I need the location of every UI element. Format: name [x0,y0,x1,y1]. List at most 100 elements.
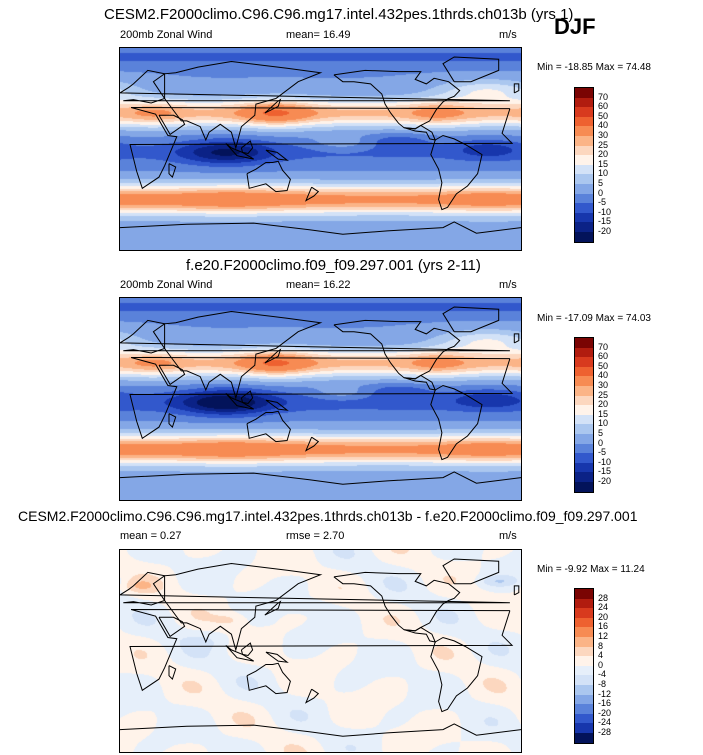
season-label: DJF [554,14,596,39]
panel1-mean-label: mean= 16.49 [286,29,351,41]
colorbar-tick-label: -20 [598,476,612,486]
colorbar-tick-label: 0 [598,437,604,448]
coastline-ng [265,149,289,161]
colorbar-tick-label: -4 [598,669,607,680]
coastline-indonesia [225,143,254,160]
coastline-antarctica [120,471,521,485]
colorbar-swatch [575,135,593,146]
colorbar-swatch [575,443,593,454]
colorbar-tick-label: 50 [598,110,609,121]
coastline-europe [120,319,510,354]
colorbar-tick-label: -28 [598,727,612,737]
colorbar-swatch [575,222,593,232]
colorbar-tick-label: 15 [598,408,609,419]
colorbar-tick-label: 70 [598,341,609,352]
coastline-indonesia [225,645,254,662]
colorbar-tick-label: 25 [598,389,609,400]
coastline-japan [264,600,282,616]
coastline-australia [246,662,291,695]
panel2-units-label: m/s [499,279,517,291]
panel3-contour-map [119,549,522,753]
coastline-camerica [403,124,437,141]
colorbar-swatch [575,646,593,657]
panel3-title: CESM2.F2000climo.C96.C96.mg17.intel.432p… [18,508,638,524]
panel1-title: CESM2.F2000climo.C96.C96.mg17.intel.432p… [104,6,574,23]
coastline-nz [304,186,320,202]
colorbar-tick-label: 24 [598,602,609,613]
colorbar-swatch [575,472,593,482]
coastline-asia [164,310,323,400]
colorbar-swatch [575,231,593,242]
colorbar-swatch [575,636,593,647]
colorbar-tick-label: 5 [598,428,604,438]
colorbar-swatch [575,627,593,637]
colorbar-swatch [575,88,593,98]
colorbar-swatch [575,116,593,127]
coastline-nz [304,688,320,704]
panel1-variable-label: 200mb Zonal Wind [120,29,213,41]
colorbar-swatch [575,732,593,743]
coastline-india_arabia [158,616,186,638]
colorbar-box [574,337,594,493]
colorbar-swatch [575,338,593,348]
coastline-borneo [240,140,254,155]
coastline-asia [164,60,323,150]
colorbar-swatch [575,713,593,724]
panel3-rmse-label: rmse = 2.70 [286,530,345,542]
colorbar-tick-label: 10 [598,168,609,179]
coastline-uk [513,585,520,596]
colorbar-swatch [575,414,593,425]
colorbar-tick-label: -10 [598,206,612,217]
colorbar-swatch [575,405,593,415]
coastline-europe [120,571,510,606]
coastline-greenland [442,56,500,83]
colorbar-swatch [575,462,593,473]
coastline-namerica [333,69,461,130]
coastline-japan [264,348,282,364]
colorbar-tick-label: 4 [598,650,604,661]
coastline-namerica [333,319,461,380]
colorbar-swatch [575,366,593,377]
colorbar-tick-label: -12 [598,688,612,699]
colorbar-swatch [575,155,593,165]
colorbar-tick-label: -24 [598,717,612,728]
colorbar-tick-label: 20 [598,399,609,410]
colorbar-swatch [575,174,593,184]
panel1-minmax-label: Min = -18.85 Max = 74.48 [537,62,651,73]
coastline-borneo [240,390,254,405]
coastline-greenland [442,558,500,585]
coastline-samerica [430,384,483,461]
colorbar-swatch [575,357,593,367]
colorbar-tick-label: -8 [598,679,607,689]
coastline-uk [513,83,520,94]
colorbar-tick-label: 0 [598,187,604,198]
colorbar-swatch [575,684,593,695]
coastline-ng [265,651,289,663]
coastline-europe [120,69,510,104]
coastline-india_arabia [158,364,186,386]
colorbar-tick-label: 16 [598,621,609,632]
colorbar-tick-label: 60 [598,101,609,112]
colorbar-tick-label: 0 [598,659,604,670]
colorbar-tick-label: 40 [598,120,609,131]
coastline-samerica [430,134,483,211]
colorbar-swatch [575,424,593,434]
coastline-australia [246,160,291,193]
panel2-title: f.e20.F2000climo.f09_f09.297.001 (yrs 2-… [186,257,481,274]
coastline-indonesia [225,393,254,410]
coastline-africa [129,357,514,440]
colorbar-tick-label: -20 [598,707,612,718]
colorbar-swatch [575,193,593,204]
panel2-contour-map [119,297,522,501]
coastline-overlay [120,56,521,235]
colorbar-swatch [575,481,593,492]
colorbar-swatch [575,453,593,463]
panel1-units-label: m/s [499,29,517,41]
colorbar-swatch [575,608,593,618]
coastline-camerica [403,374,437,391]
colorbar-swatch [575,126,593,136]
colorbar-swatch [575,183,593,194]
colorbar-tick-label: -5 [598,197,607,208]
colorbar-tick-label: 15 [598,158,609,169]
colorbar-swatch [575,376,593,386]
